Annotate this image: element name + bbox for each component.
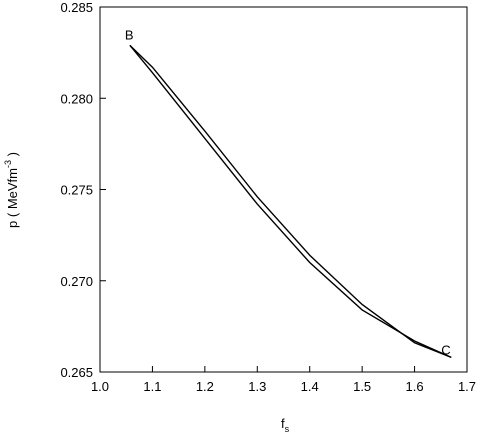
x-tick-label: 1.0 [91, 379, 109, 394]
y-axis-label: p ( MeVfm-3 ) [3, 152, 20, 228]
annotation: B [125, 27, 134, 42]
curve [129, 44, 452, 359]
annotation: C [441, 342, 450, 357]
x-tick-label: 1.4 [301, 379, 319, 394]
y-tick-label: 0.270 [60, 274, 93, 289]
y-tick-label: 0.275 [60, 183, 93, 198]
x-tick-label: 1.2 [196, 379, 214, 394]
plot-frame [99, 6, 468, 373]
y-tick-label: 0.285 [60, 0, 93, 15]
y-tick-label: 0.280 [60, 91, 93, 106]
curve [129, 44, 452, 359]
x-tick-label: 1.6 [406, 379, 424, 394]
x-axis-label: fs [281, 416, 290, 434]
x-tick-label: 1.5 [353, 379, 371, 394]
x-tick-label: 1.3 [248, 379, 266, 394]
x-tick-label: 1.1 [143, 379, 161, 394]
x-tick-label: 1.7 [458, 379, 476, 394]
y-tick-label: 0.265 [60, 365, 93, 380]
